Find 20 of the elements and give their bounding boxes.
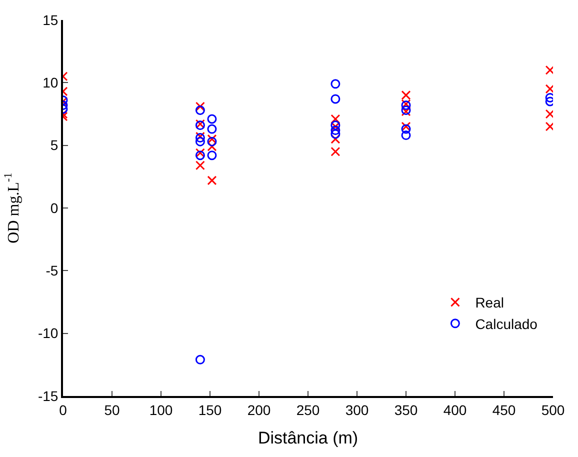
- legend-label: Calculado: [475, 316, 538, 332]
- x-tick-label: 100: [149, 402, 173, 418]
- x-tick-label: 500: [541, 402, 565, 418]
- x-tick-label: 450: [492, 402, 516, 418]
- x-tick-label: 50: [104, 402, 120, 418]
- x-tick-label: 350: [394, 402, 418, 418]
- y-tick-label: -15: [38, 388, 58, 404]
- y-tick-label: 10: [42, 74, 58, 91]
- y-tick-label: -5: [46, 262, 58, 279]
- y-tick-label: 0: [50, 200, 58, 216]
- x-tick-label: 200: [247, 402, 271, 418]
- x-tick-label: 250: [296, 402, 320, 418]
- x-tick-label: 150: [198, 402, 222, 418]
- x-tick-label: 300: [345, 402, 369, 418]
- y-tick-label: 5: [50, 137, 58, 154]
- legend-label: Real: [475, 294, 504, 311]
- x-tick-label: 400: [443, 402, 467, 418]
- x-axis-title: Distância (m): [258, 428, 358, 448]
- y-tick-label: 15: [42, 12, 58, 28]
- y-tick-label: -10: [38, 325, 58, 342]
